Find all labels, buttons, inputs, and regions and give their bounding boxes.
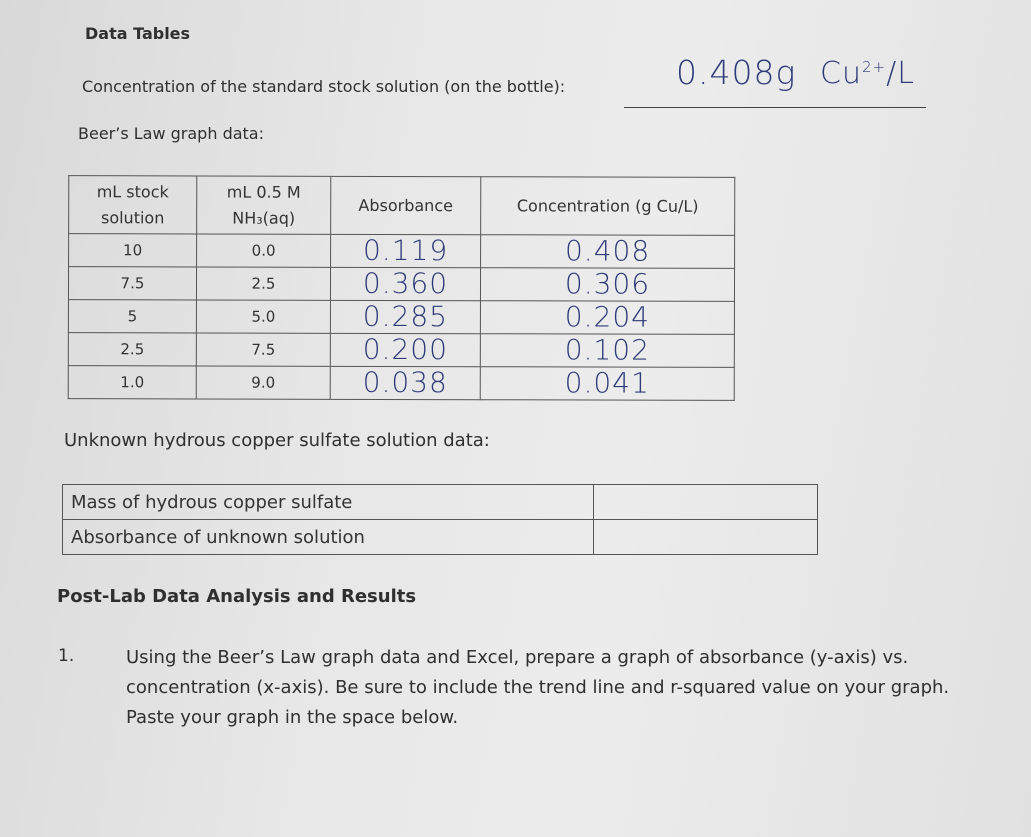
header-absorbance: Absorbance [330,176,481,235]
cell-concentration: 0.204 [480,300,735,335]
cell-concentration: 0.306 [480,267,735,302]
cell-ml-stock: 2.5 [68,332,197,366]
table-row: 1.0 9.0 0.038 0.041 [68,365,735,401]
table-row: 7.5 2.5 0.360 0.306 [68,266,735,302]
table-header-row: mL stock solution mL 0.5 M NH₃(aq) Absorba… [68,175,735,236]
stock-unit-element: Cu [820,56,862,91]
question-text: Using the Beer’s Law graph data and Exce… [126,647,950,728]
section-title: Data Tables [85,24,191,43]
header-ml-nh3: mL 0.5 M NH₃(aq) [196,175,331,235]
table-row: Absorbance of unknown solution [62,519,818,555]
cell-concentration: 0.102 [480,333,735,368]
table-row: 2.5 7.5 0.200 0.102 [68,332,735,368]
cell-ml-stock: 5 [68,299,197,333]
question-number: 1. [58,646,75,666]
header-ml-stock: mL stock solution [68,175,197,234]
cell-absorbance-label: Absorbance of unknown solution [62,519,594,555]
table-row: Mass of hydrous copper sulfate [62,484,818,520]
stock-answer-underline [624,107,926,108]
cell-ml-nh3: 9.0 [196,365,331,400]
header-ml-stock-line2: solution [100,207,165,227]
cell-ml-nh3: 5.0 [196,299,331,334]
beers-law-table: mL stock solution mL 0.5 M NH₃(aq) Absorba… [68,175,736,401]
unknown-solution-table: Mass of hydrous copper sulfate Absorbanc… [62,484,818,555]
cell-absorbance: 0.285 [330,300,481,334]
header-ml-stock-line1: mL stock [96,181,169,201]
cell-ml-nh3: 0.0 [196,233,331,268]
table-row: 5 5.0 0.285 0.204 [68,299,735,335]
cell-ml-nh3: 2.5 [196,266,331,301]
stock-concentration-label: Concentration of the standard stock solu… [82,77,566,96]
cell-mass-label: Mass of hydrous copper sulfate [62,484,594,520]
cell-concentration: 0.408 [480,234,735,269]
cell-absorbance: 0.360 [330,267,481,301]
beers-law-label: Beer’s Law graph data: [78,124,264,143]
cell-absorbance: 0.119 [330,234,481,268]
unknown-solution-label: Unknown hydrous copper sulfate solution … [64,430,490,451]
cell-absorbance: 0.038 [330,366,481,400]
header-ml-nh3-line1: mL 0.5 M [226,182,301,202]
cell-ml-stock: 10 [68,233,197,267]
header-concentration: Concentration (g Cu/L) [480,176,735,236]
stock-concentration-unit: Cu2+/L [820,56,915,91]
header-ml-nh3-line2: NH₃(aq) [232,208,296,228]
cell-absorbance: 0.200 [330,333,481,367]
cell-absorbance-value[interactable] [593,519,818,555]
cell-ml-stock: 1.0 [68,365,197,399]
cell-mass-value[interactable] [593,484,818,520]
table-row: 10 0.0 0.119 0.408 [68,233,735,269]
post-lab-title: Post-Lab Data Analysis and Results [57,586,417,607]
cell-concentration: 0.041 [480,366,735,401]
stock-unit-charge: 2+ [861,58,887,76]
cell-ml-nh3: 7.5 [196,332,331,367]
stock-unit-per-liter: /L [886,56,915,91]
stock-concentration-value: 0.408g [676,53,797,92]
cell-ml-stock: 7.5 [68,266,197,300]
